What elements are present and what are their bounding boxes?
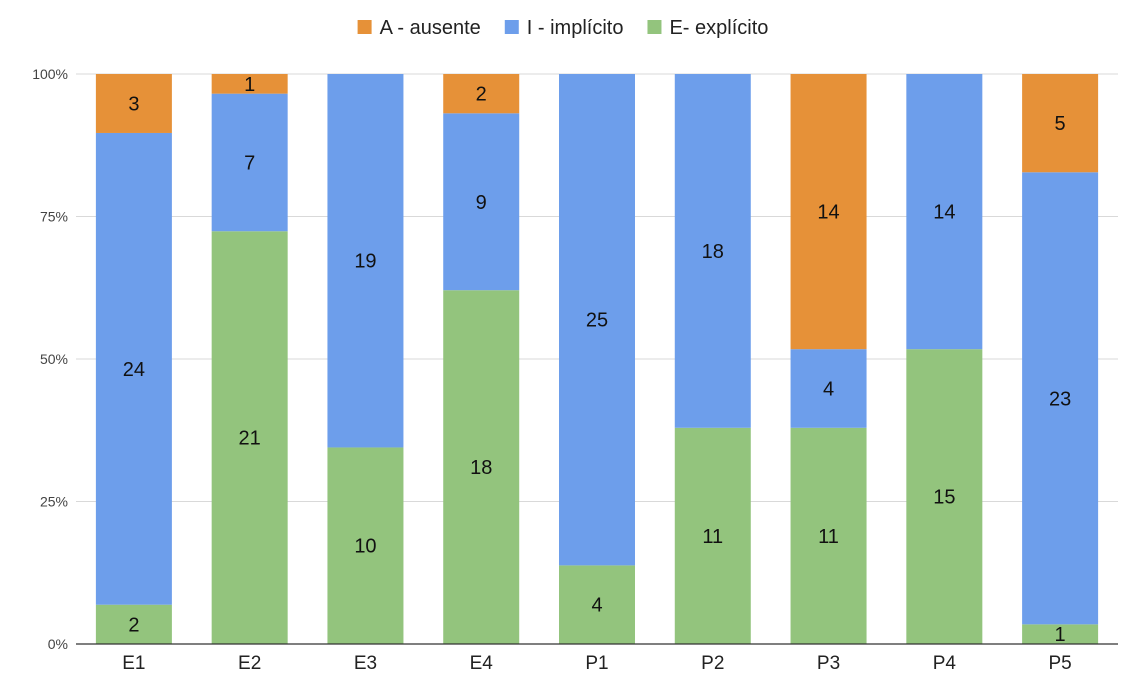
bar-segment: [906, 349, 983, 644]
x-tick-label: E2: [238, 653, 261, 674]
data-label: 1: [244, 74, 255, 96]
bar-segment: [790, 349, 867, 428]
legend: A - ausente I - implícito E- explícito: [357, 17, 768, 39]
y-tick-label: 75%: [40, 209, 68, 225]
y-tick-label: 25%: [40, 494, 68, 510]
bar-segment: [1022, 624, 1099, 644]
y-tick-label: 100%: [32, 66, 68, 82]
data-label: 3: [128, 93, 139, 115]
legend-label: I - implícito: [527, 17, 624, 39]
legend-swatch: [504, 20, 519, 34]
data-label: 14: [933, 202, 955, 224]
y-tick-label: 50%: [40, 351, 68, 367]
legend-swatch: [647, 20, 662, 34]
bar-segment: [443, 113, 520, 291]
x-tick-label: E1: [122, 653, 145, 674]
bar-segment: [559, 565, 635, 644]
bar-segment: [906, 74, 983, 350]
x-tick-label: E3: [354, 653, 377, 674]
data-label: 25: [586, 310, 608, 332]
bar-segment: [211, 231, 288, 644]
data-label: 24: [123, 359, 145, 381]
bar-segment: [327, 447, 404, 644]
data-label: 18: [702, 241, 724, 263]
x-tick-label: P4: [933, 653, 957, 674]
bar-segment: [95, 604, 172, 644]
bar-segment: [443, 74, 520, 114]
data-label: 5: [1055, 113, 1066, 135]
bar-segment: [790, 74, 867, 350]
data-label: 19: [354, 251, 376, 273]
legend-item: A - ausente: [357, 17, 481, 39]
data-label: 18: [470, 457, 492, 479]
bar-segment: [211, 74, 288, 94]
data-label: 23: [1049, 388, 1071, 410]
bar-segment: [790, 427, 867, 644]
bar-segment: [95, 74, 172, 133]
x-tick-label: P5: [1048, 653, 1071, 674]
data-label: 9: [476, 192, 487, 214]
data-label: 10: [354, 536, 376, 558]
legend-label: A - ausente: [380, 17, 481, 39]
y-tick-label: 0%: [48, 636, 68, 652]
data-label: 4: [823, 378, 834, 400]
x-tick-label: E4: [470, 653, 494, 674]
bar-segment: [95, 132, 172, 605]
data-label: 11: [818, 526, 839, 548]
data-label: 7: [244, 152, 255, 174]
data-label: 14: [817, 202, 839, 224]
bar-segment: [559, 74, 635, 566]
bar-segment: [1022, 74, 1099, 173]
data-label: 21: [239, 428, 261, 450]
data-label: 15: [933, 487, 955, 509]
x-tick-label: P3: [817, 653, 840, 674]
bars: [95, 74, 1099, 644]
data-label: 2: [128, 614, 139, 636]
legend-swatch: [357, 20, 372, 34]
bar-segment: [674, 427, 751, 644]
axes: 0% 25% 50% 75% 100% E1 E2 E3 E4 P1 P2 P3 P4 P5: [32, 66, 1118, 674]
bar-segment: [674, 74, 751, 428]
data-label: 2: [476, 84, 487, 106]
legend-label: E- explícito: [669, 17, 768, 39]
legend-item: I - implícito: [504, 17, 624, 39]
x-tick-label: P1: [585, 653, 608, 674]
legend-item: E- explícito: [647, 17, 768, 39]
data-label: 4: [591, 595, 602, 617]
bar-segment: [327, 74, 404, 448]
data-label: 11: [702, 526, 723, 548]
x-tick-label: P2: [701, 653, 724, 674]
bar-segment: [211, 93, 288, 232]
data-label: 1: [1055, 624, 1066, 646]
bar-segment: [1022, 172, 1099, 625]
bar-segment: [443, 290, 520, 644]
